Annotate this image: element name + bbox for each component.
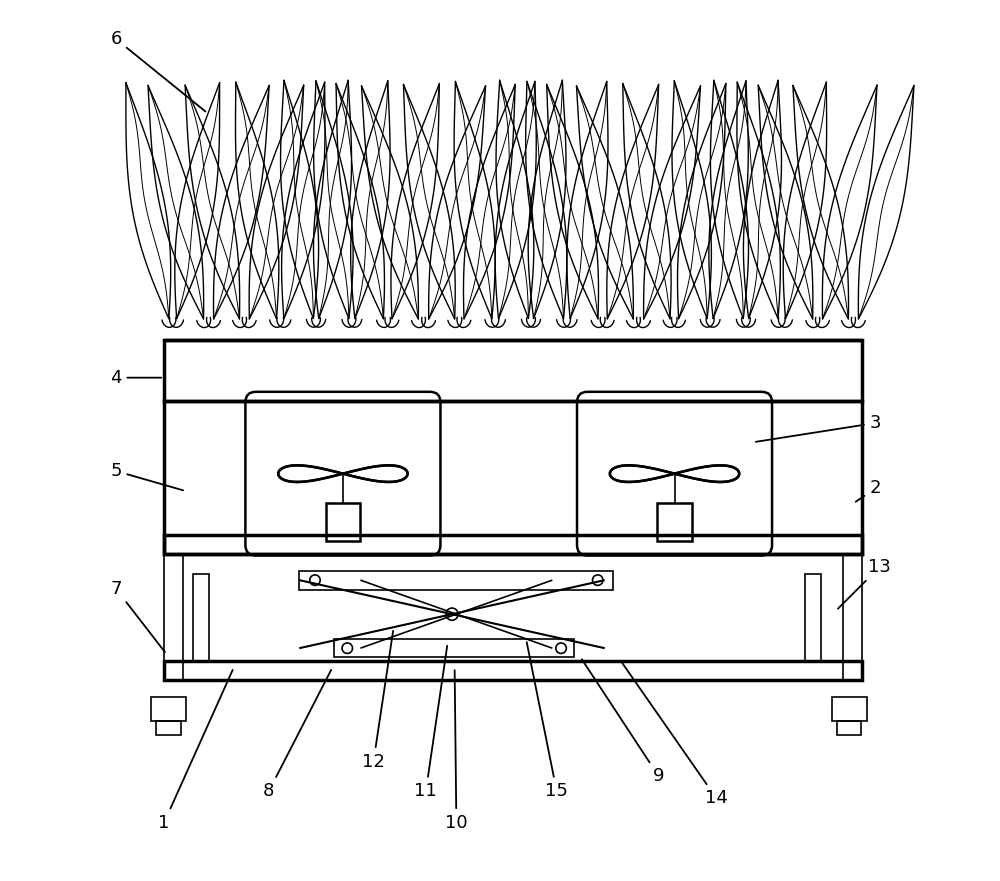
Text: 2: 2 bbox=[856, 479, 881, 502]
Text: 8: 8 bbox=[263, 670, 331, 800]
Bar bbox=[805, 574, 821, 662]
Bar bbox=[151, 697, 186, 722]
Bar bbox=[837, 721, 861, 736]
Text: 7: 7 bbox=[110, 580, 165, 652]
Text: 4: 4 bbox=[110, 368, 161, 387]
Text: 10: 10 bbox=[445, 670, 468, 832]
Text: 3: 3 bbox=[756, 414, 881, 441]
Bar bbox=[843, 554, 862, 680]
Text: 12: 12 bbox=[362, 631, 393, 771]
Bar bbox=[164, 662, 862, 680]
Bar bbox=[334, 640, 574, 657]
Text: 6: 6 bbox=[110, 30, 205, 112]
Text: 13: 13 bbox=[838, 558, 891, 609]
Text: 9: 9 bbox=[582, 659, 665, 786]
Bar bbox=[299, 571, 613, 589]
Bar bbox=[164, 401, 862, 554]
Bar bbox=[657, 502, 692, 541]
Bar bbox=[164, 535, 862, 554]
Bar bbox=[164, 340, 862, 401]
Text: 14: 14 bbox=[622, 663, 728, 807]
Bar bbox=[164, 554, 183, 680]
Text: 15: 15 bbox=[527, 642, 568, 800]
Text: 5: 5 bbox=[110, 462, 183, 491]
Bar bbox=[193, 574, 209, 662]
Text: 11: 11 bbox=[414, 646, 447, 800]
Bar bbox=[832, 697, 867, 722]
Text: 1: 1 bbox=[158, 670, 233, 832]
Bar bbox=[156, 721, 181, 736]
Bar bbox=[326, 502, 360, 541]
